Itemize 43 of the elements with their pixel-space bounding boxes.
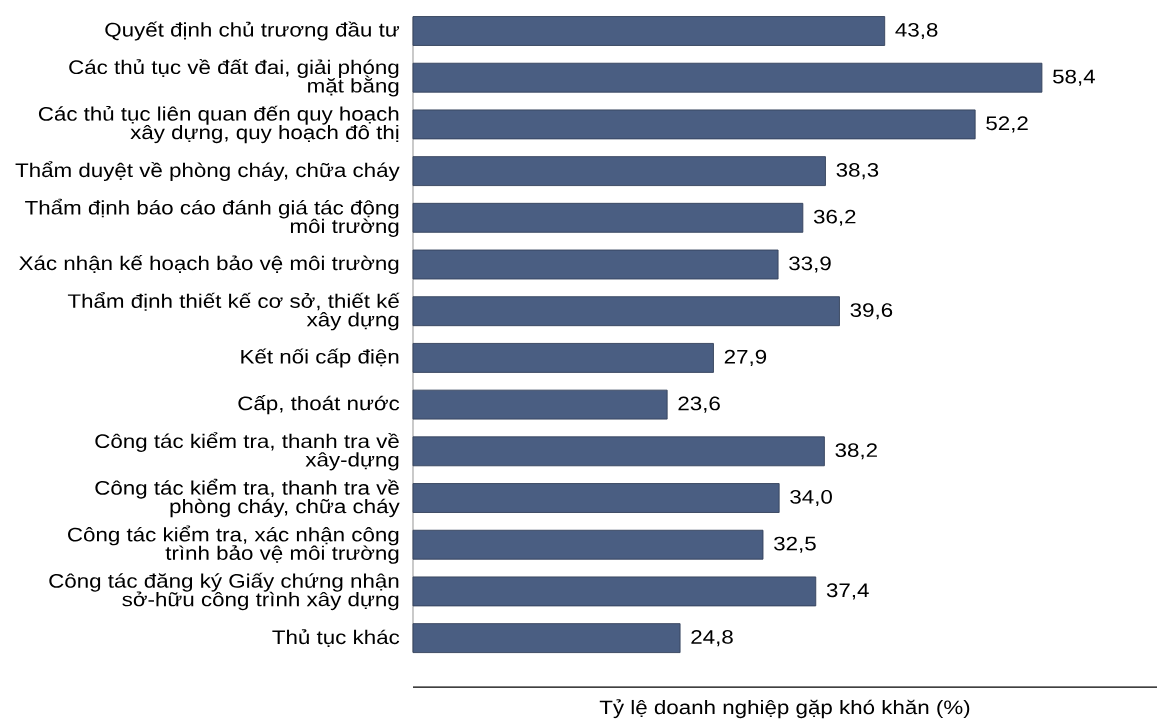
data-label: 37,4 bbox=[826, 583, 869, 600]
bar bbox=[412, 156, 826, 187]
data-label: 23,6 bbox=[678, 396, 720, 413]
bar bbox=[412, 109, 976, 140]
y-tick-label: Thẩm định báo cáo đánh giá tác động môi trường bbox=[25, 198, 399, 237]
y-tick-label: Các thủ tục liên quan đến quy hoạch xây dựng, quy hoạch đô thị bbox=[38, 105, 399, 144]
y-tick-label: Thủ tục khác bbox=[272, 629, 400, 647]
y-tick-label: Xác nhận kế hoạch bảo vệ môi trường bbox=[19, 254, 399, 275]
bar bbox=[412, 389, 668, 420]
bar bbox=[412, 62, 1043, 93]
y-tick-label: Cấp, thoát nước bbox=[238, 395, 400, 415]
bar bbox=[412, 342, 714, 373]
y-tick-label: Kết nối cấp điện bbox=[241, 348, 399, 368]
data-label: 34,0 bbox=[790, 489, 832, 507]
bar bbox=[412, 436, 825, 467]
y-tick-label: Công tác kiểm tra, thanh tra về xây-dựng bbox=[95, 432, 399, 471]
bar bbox=[412, 529, 764, 560]
data-label: 36,2 bbox=[813, 209, 856, 226]
data-label: 27,9 bbox=[724, 349, 767, 366]
y-tick-label: Công tác kiểm tra, thanh tra về phòng cháy, chữa cháy bbox=[95, 478, 400, 518]
bar bbox=[412, 249, 779, 280]
y-tick-label: Thẩm định thiết kế cơ sở, thiết kế xây dựng bbox=[67, 292, 400, 331]
y-tick-label: Công tác đăng ký Giấy chứng nhận sở-hữu công trình xây dựng bbox=[49, 572, 399, 611]
bar bbox=[412, 202, 804, 233]
data-label: 39,6 bbox=[850, 303, 893, 320]
data-label: 33,9 bbox=[789, 256, 831, 273]
bar bbox=[412, 296, 840, 327]
y-tick-label: Các thủ tục về đất đai, giải phóng mặt bằng bbox=[69, 58, 399, 97]
data-label: 38,3 bbox=[836, 163, 879, 180]
bar bbox=[412, 16, 886, 46]
data-label: 52,2 bbox=[986, 116, 1028, 133]
bar bbox=[412, 483, 780, 513]
bar bbox=[412, 623, 681, 654]
data-label: 43,8 bbox=[895, 22, 938, 40]
data-label: 38,2 bbox=[835, 443, 877, 460]
y-tick-label: Thẩm duyệt về phòng cháy, chữa cháy bbox=[15, 161, 400, 181]
data-label: 32,5 bbox=[774, 536, 816, 553]
data-label: 24,8 bbox=[691, 630, 733, 647]
y-tick-label: Quyết định chủ trương đầu tư bbox=[105, 21, 400, 41]
y-tick-label: Công tác kiểm tra, xác nhận công trình bảo vệ môi trường bbox=[68, 525, 399, 564]
bar bbox=[412, 576, 817, 607]
x-axis-title: Tỷ lệ doanh nghiệp gặp khó khăn (%) bbox=[599, 699, 970, 719]
data-label: 58,4 bbox=[1053, 69, 1095, 86]
